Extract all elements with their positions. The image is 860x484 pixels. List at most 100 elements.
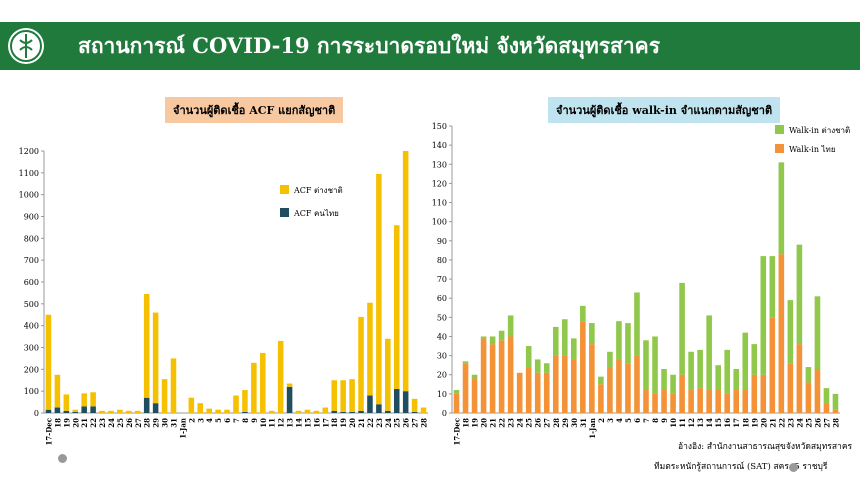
x-tick-label: 1-Jan (178, 418, 187, 439)
legend-label: Walk-in ต่างชาติ (789, 126, 850, 135)
x-tick-label: 19 (339, 418, 348, 428)
y-tick-label: 1100 (19, 169, 39, 178)
x-tick-label: 5 (624, 418, 633, 423)
x-tick-label: 18 (53, 418, 62, 428)
bar-segment (823, 403, 830, 413)
x-tick-label: 9 (250, 418, 259, 423)
x-tick-label: 26 (125, 418, 134, 428)
x-tick-label: 28 (420, 418, 429, 428)
x-tick-label: 24 (516, 418, 525, 428)
bar-segment (634, 355, 640, 413)
bar-segment (63, 410, 70, 413)
bar-segment (571, 338, 577, 360)
legend-swatch (280, 185, 289, 194)
x-tick-label: 8 (651, 418, 660, 423)
bar-segment (589, 344, 595, 413)
bar-segment (679, 374, 685, 413)
bar-segment (471, 374, 478, 379)
bar-segment (402, 151, 409, 392)
bar-segment (697, 349, 703, 389)
x-tick-label: 16 (723, 418, 732, 428)
bar-segment (778, 254, 785, 413)
bar-segment (733, 368, 740, 391)
bar-segment (697, 388, 703, 413)
legend-label: ACF คนไทย (293, 209, 339, 218)
bar-segment (598, 376, 604, 385)
bar-segment (706, 390, 712, 413)
bar-segment (580, 321, 586, 413)
bar-segment (796, 244, 803, 345)
bar-segment (376, 404, 382, 413)
bar-segment (54, 407, 61, 413)
bar-segment (313, 410, 320, 413)
bar-segment (823, 388, 830, 404)
x-tick-label: 13 (286, 418, 295, 428)
bar-segment (543, 363, 550, 373)
y-tick-label: 20 (437, 371, 447, 380)
bar-segment (242, 390, 248, 412)
x-tick-label: 6 (633, 418, 642, 423)
bar-segment (134, 410, 141, 413)
x-tick-label: 24 (795, 418, 804, 428)
bar-segment (787, 300, 794, 364)
y-tick-label: 10 (437, 390, 447, 399)
y-tick-label: 100 (432, 218, 447, 227)
y-tick-label: 50 (437, 313, 447, 322)
x-tick-label: 8 (241, 418, 250, 423)
x-tick-label: 1-Jan (588, 418, 597, 439)
bar-segment (733, 390, 740, 413)
bar-segment (715, 365, 721, 391)
acf-chart: 0 100 200 300 400 500 600 700 800 900 1000 1100 1200… (19, 147, 429, 445)
bar-segment (471, 378, 478, 413)
x-tick-label: 17-Dec (44, 418, 53, 445)
bar-segment (607, 351, 613, 368)
bar-segment (376, 173, 382, 405)
x-tick-label: 23 (786, 418, 795, 428)
bar-segment (561, 319, 568, 356)
bar-segment (525, 367, 532, 413)
x-tick-label: 26 (813, 418, 822, 428)
bar-segment (161, 379, 168, 413)
y-tick-label: 800 (24, 234, 39, 243)
bar-segment (814, 368, 821, 413)
x-tick-label: 20 (348, 418, 357, 428)
y-tick-label: 900 (24, 213, 39, 222)
bar-segment (72, 409, 79, 412)
y-tick-label: 90 (437, 237, 447, 246)
bar-segment (72, 411, 79, 413)
bar-segment (715, 390, 721, 413)
bar-segment (170, 358, 177, 413)
bar-segment (634, 292, 640, 356)
bar-segment (616, 359, 622, 413)
y-tick-label: 120 (432, 179, 447, 188)
bar-segment (286, 383, 293, 387)
bar-segment (462, 361, 469, 364)
x-tick-label: 7 (642, 418, 651, 423)
y-tick-label: 500 (24, 300, 39, 309)
y-tick-label: 70 (437, 275, 447, 284)
bar-segment (90, 406, 96, 413)
x-tick-label: 26 (402, 418, 411, 428)
bar-segment (152, 403, 159, 413)
x-tick-label: 20 (480, 418, 489, 428)
bar-segment (580, 305, 586, 322)
x-tick-label: 25 (804, 418, 813, 428)
x-tick-label: 14 (705, 418, 714, 428)
y-tick-label: 600 (24, 278, 39, 287)
bar-segment (832, 393, 839, 410)
bar-segment (516, 372, 523, 413)
legend-label: Walk-in ไทย (789, 145, 836, 154)
bar-segment (706, 315, 712, 391)
bar-segment (814, 296, 821, 369)
bar-segment (760, 256, 767, 375)
bar-segment (411, 411, 418, 413)
bar-segment (796, 344, 803, 413)
x-tick-label: 24 (384, 418, 393, 428)
moph-logo-icon (8, 28, 44, 64)
bar-segment (589, 323, 595, 345)
x-tick-label: 22 (777, 418, 786, 428)
bar-segment (260, 352, 266, 413)
x-tick-label: 18 (330, 418, 339, 428)
bar-segment (787, 363, 794, 413)
bar-segment (552, 326, 559, 356)
